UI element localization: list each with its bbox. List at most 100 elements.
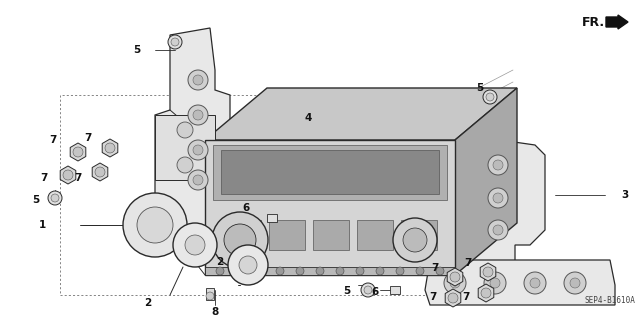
Text: 1: 1: [38, 220, 45, 230]
Text: 5: 5: [133, 45, 141, 55]
Circle shape: [188, 70, 208, 90]
Circle shape: [123, 193, 187, 257]
Text: 7: 7: [49, 135, 57, 145]
Bar: [313, 220, 349, 250]
Circle shape: [296, 267, 304, 275]
Circle shape: [48, 191, 62, 205]
Circle shape: [488, 155, 508, 175]
Circle shape: [483, 267, 493, 277]
Bar: [213, 145, 447, 200]
Circle shape: [177, 157, 193, 173]
Circle shape: [364, 286, 372, 294]
Circle shape: [416, 267, 424, 275]
Text: 5: 5: [476, 83, 484, 93]
Text: 7: 7: [74, 173, 82, 183]
Circle shape: [493, 160, 503, 170]
Circle shape: [193, 175, 203, 185]
Circle shape: [570, 278, 580, 288]
Circle shape: [193, 110, 203, 120]
Circle shape: [481, 288, 491, 298]
Circle shape: [393, 218, 437, 262]
Circle shape: [486, 93, 494, 101]
Text: 5: 5: [33, 195, 40, 205]
Circle shape: [484, 272, 506, 294]
Circle shape: [173, 223, 217, 267]
Text: FR.: FR.: [582, 16, 605, 28]
Bar: [269, 220, 305, 250]
Polygon shape: [205, 140, 455, 275]
Circle shape: [256, 267, 264, 275]
Polygon shape: [102, 139, 118, 157]
Circle shape: [450, 278, 460, 288]
Circle shape: [63, 170, 73, 180]
Circle shape: [448, 293, 458, 303]
Bar: [221, 150, 439, 194]
Circle shape: [488, 188, 508, 208]
Circle shape: [483, 90, 497, 104]
Circle shape: [236, 267, 244, 275]
Text: 7: 7: [464, 258, 472, 268]
Polygon shape: [478, 284, 494, 302]
Circle shape: [206, 292, 214, 300]
Polygon shape: [455, 88, 517, 275]
Circle shape: [493, 225, 503, 235]
Circle shape: [216, 267, 224, 275]
Circle shape: [276, 267, 284, 275]
Polygon shape: [447, 268, 463, 286]
Text: 5: 5: [344, 286, 351, 296]
Polygon shape: [155, 28, 230, 230]
Circle shape: [171, 38, 179, 46]
Circle shape: [490, 278, 500, 288]
Polygon shape: [460, 140, 545, 268]
Polygon shape: [70, 143, 86, 161]
Text: 7: 7: [40, 173, 48, 183]
Text: 2: 2: [216, 257, 223, 267]
Circle shape: [51, 194, 59, 202]
Circle shape: [524, 272, 546, 294]
Polygon shape: [480, 263, 496, 281]
Circle shape: [224, 224, 256, 256]
Circle shape: [488, 220, 508, 240]
Polygon shape: [155, 115, 215, 180]
Circle shape: [530, 278, 540, 288]
Circle shape: [239, 256, 257, 274]
Circle shape: [188, 170, 208, 190]
Text: 7: 7: [84, 133, 92, 143]
Circle shape: [376, 267, 384, 275]
Circle shape: [493, 193, 503, 203]
Polygon shape: [205, 88, 517, 140]
Circle shape: [436, 267, 444, 275]
Polygon shape: [60, 166, 76, 184]
Circle shape: [193, 75, 203, 85]
Circle shape: [396, 267, 404, 275]
Polygon shape: [445, 289, 461, 307]
Text: 3: 3: [621, 190, 628, 200]
Circle shape: [450, 272, 460, 282]
Text: 8: 8: [211, 307, 219, 317]
Text: SEP4-B1610A: SEP4-B1610A: [584, 296, 635, 305]
Text: 2: 2: [145, 298, 152, 308]
Text: 7: 7: [431, 263, 438, 273]
Polygon shape: [92, 163, 108, 181]
Circle shape: [564, 272, 586, 294]
Circle shape: [188, 105, 208, 125]
Text: 6: 6: [243, 203, 250, 213]
Text: 7: 7: [429, 292, 436, 302]
Bar: [225, 220, 261, 250]
Circle shape: [105, 143, 115, 153]
FancyArrow shape: [606, 15, 628, 29]
Circle shape: [185, 235, 205, 255]
Bar: [401, 220, 437, 250]
Circle shape: [73, 147, 83, 157]
Bar: [206, 288, 214, 300]
Circle shape: [177, 122, 193, 138]
Text: 6: 6: [371, 287, 379, 297]
Circle shape: [193, 145, 203, 155]
Circle shape: [188, 140, 208, 160]
Bar: [390, 286, 400, 294]
Circle shape: [361, 283, 375, 297]
Circle shape: [356, 267, 364, 275]
Polygon shape: [425, 260, 615, 305]
Circle shape: [137, 207, 173, 243]
Circle shape: [228, 245, 268, 285]
